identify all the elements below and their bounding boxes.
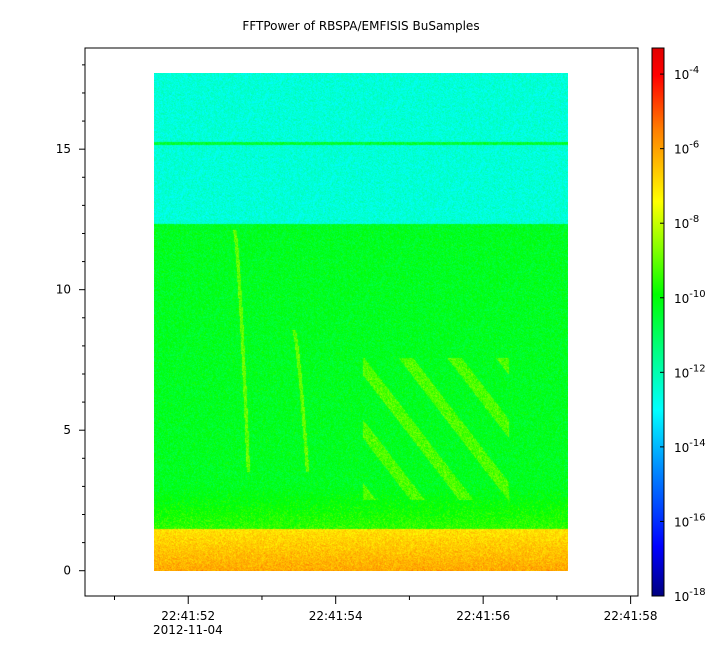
colorbar-tick-label: 10-16 [674,512,706,529]
spectrogram-image [154,73,568,571]
colorbar-tick-label: 10-10 [674,289,706,306]
x-tick-label: 22:41:52 [161,609,215,623]
colorbar-tick-label: 10-4 [674,65,699,82]
colorbar-axis: 10-18 10-16 10-14 10-12 10-10 10-8 10-6 10-4 [660,65,706,604]
y-tick-label: 10 [56,283,71,297]
y-tick-label: 0 [63,564,71,578]
y-tick-label: 15 [56,142,71,156]
y-axis: 0 5 10 15 [56,64,85,578]
x-tick-label: 22:41:58 [604,609,658,623]
colorbar-tick-label: 10-18 [674,587,706,604]
colorbar [651,47,665,597]
plot-frame [84,47,639,597]
x-tick-label: 22:41:54 [309,609,363,623]
x-date-label: 2012-11-04 [153,623,223,637]
x-axis: 22:41:52 22:41:54 22:41:56 22:41:58 [113,596,658,623]
chart-title: FFTPower of RBSPA/EMFISIS BuSamples [242,19,479,33]
colorbar-tick-label: 10-14 [674,438,706,455]
y-tick-label: 5 [63,423,71,437]
x-tick-label: 22:41:56 [456,609,510,623]
colorbar-tick-label: 10-12 [674,363,706,380]
colorbar-tick-label: 10-6 [674,140,699,157]
colorbar-tick-label: 10-8 [674,214,699,231]
